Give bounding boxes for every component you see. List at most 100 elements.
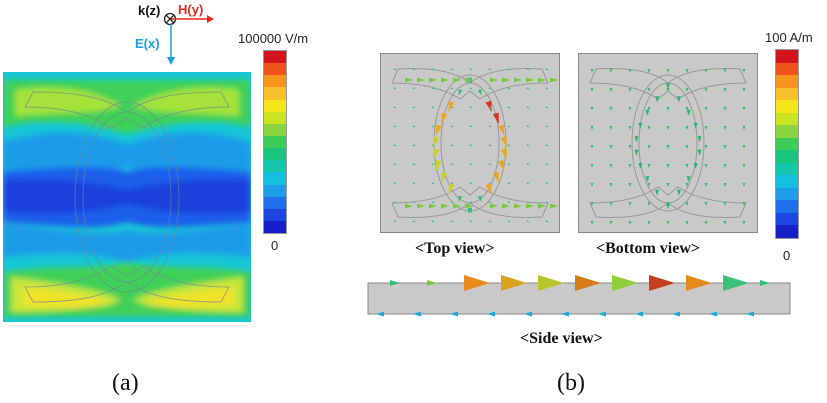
field-arrow [433, 136, 440, 148]
field-arrow [685, 126, 689, 130]
field-arrow [609, 183, 613, 187]
field-arrow [742, 69, 746, 73]
field-arrow [697, 149, 702, 156]
field-arrow [538, 77, 546, 83]
field-arrow [666, 221, 670, 225]
field-arrow [647, 202, 651, 206]
field-arrow [498, 124, 505, 136]
field-arrow [638, 163, 643, 169]
k-into-page-icon [163, 12, 177, 26]
field-arrow [431, 68, 435, 71]
field-arrow [514, 77, 522, 83]
field-arrow [412, 163, 416, 166]
field-arrow [676, 96, 681, 103]
field-arrow [441, 112, 448, 124]
colorbar-a-max-label: 100000 V/m [238, 31, 309, 46]
colorbar-cell [264, 135, 286, 149]
field-arrow [686, 176, 691, 183]
colorbar-b-min-label: 0 [783, 248, 791, 263]
colorbar-cell [264, 148, 286, 161]
field-arrow [545, 182, 549, 185]
field-arrow [429, 77, 437, 83]
field-arrow [628, 183, 632, 187]
field-arrow [609, 69, 613, 73]
field-arrow [477, 89, 482, 96]
field-arrow [450, 163, 454, 166]
field-arrow [488, 201, 492, 204]
field-arrow [693, 123, 698, 129]
colorbar-cell [776, 112, 798, 126]
field-arrow [450, 201, 454, 204]
colorbar-cell [264, 63, 286, 76]
bottom-view-plot [578, 53, 758, 233]
field-arrow [704, 107, 708, 111]
field-arrow [390, 280, 400, 286]
field-arrow [655, 96, 660, 103]
field-arrow [666, 164, 670, 168]
field-arrow [458, 195, 463, 202]
field-arrow [412, 68, 416, 71]
field-arrow [507, 144, 511, 147]
field-arrow [628, 202, 632, 206]
side-view-plot [367, 275, 791, 317]
field-arrow [545, 87, 549, 90]
field-arrow [704, 126, 708, 130]
field-arrow [441, 77, 449, 83]
field-arrow [393, 125, 397, 128]
field-arrow [431, 182, 435, 185]
field-arrow [524, 311, 532, 317]
field-arrow [676, 189, 681, 196]
field-arrow [598, 311, 606, 317]
field-arrow [507, 220, 511, 223]
colorbar-cell [264, 75, 286, 88]
field-arrow [507, 163, 511, 166]
field-arrow [647, 183, 651, 187]
field-arrow [647, 69, 651, 73]
side-view-label: <Side view> [520, 330, 603, 347]
field-arrow [666, 203, 670, 209]
field-arrow [685, 145, 689, 149]
field-arrow [488, 106, 492, 109]
field-arrow [469, 201, 473, 204]
field-arrow [393, 106, 397, 109]
field-arrow [526, 220, 530, 223]
field-arrow [417, 203, 425, 209]
field-arrow [450, 68, 454, 71]
field-arrow [431, 87, 435, 90]
field-arrow [590, 164, 594, 168]
field-arrow [723, 107, 727, 111]
field-arrow [450, 144, 454, 147]
colorbar-cell [776, 62, 798, 76]
field-arrow [450, 220, 454, 223]
field-arrow [704, 202, 708, 206]
field-arrow [723, 202, 727, 206]
field-arrow [502, 203, 510, 209]
field-arrow [742, 88, 746, 92]
field-arrow [685, 202, 689, 206]
field-arrow [638, 123, 643, 129]
field-arrow [469, 163, 473, 166]
field-arrow [628, 164, 632, 168]
field-arrow [628, 88, 632, 92]
field-arrow [507, 125, 511, 128]
field-arrow [590, 183, 594, 187]
field-arrow [435, 159, 442, 172]
colorbar-cell [264, 160, 286, 173]
field-arrow [429, 203, 437, 209]
field-arrow [609, 164, 613, 168]
field-arrow [465, 77, 473, 83]
field-arrow [545, 125, 549, 128]
field-arrow [609, 145, 613, 149]
colorbar-cell [264, 196, 286, 209]
field-arrow [704, 183, 708, 187]
field-arrow [742, 164, 746, 168]
field-arrow [450, 182, 454, 185]
field-arrow [393, 68, 397, 71]
e-field-plot [3, 72, 251, 322]
field-arrow [412, 144, 416, 147]
field-arrow [685, 221, 689, 225]
field-arrow [393, 87, 397, 90]
field-arrow [526, 163, 530, 166]
field-arrow [469, 125, 473, 128]
field-arrow [393, 163, 397, 166]
